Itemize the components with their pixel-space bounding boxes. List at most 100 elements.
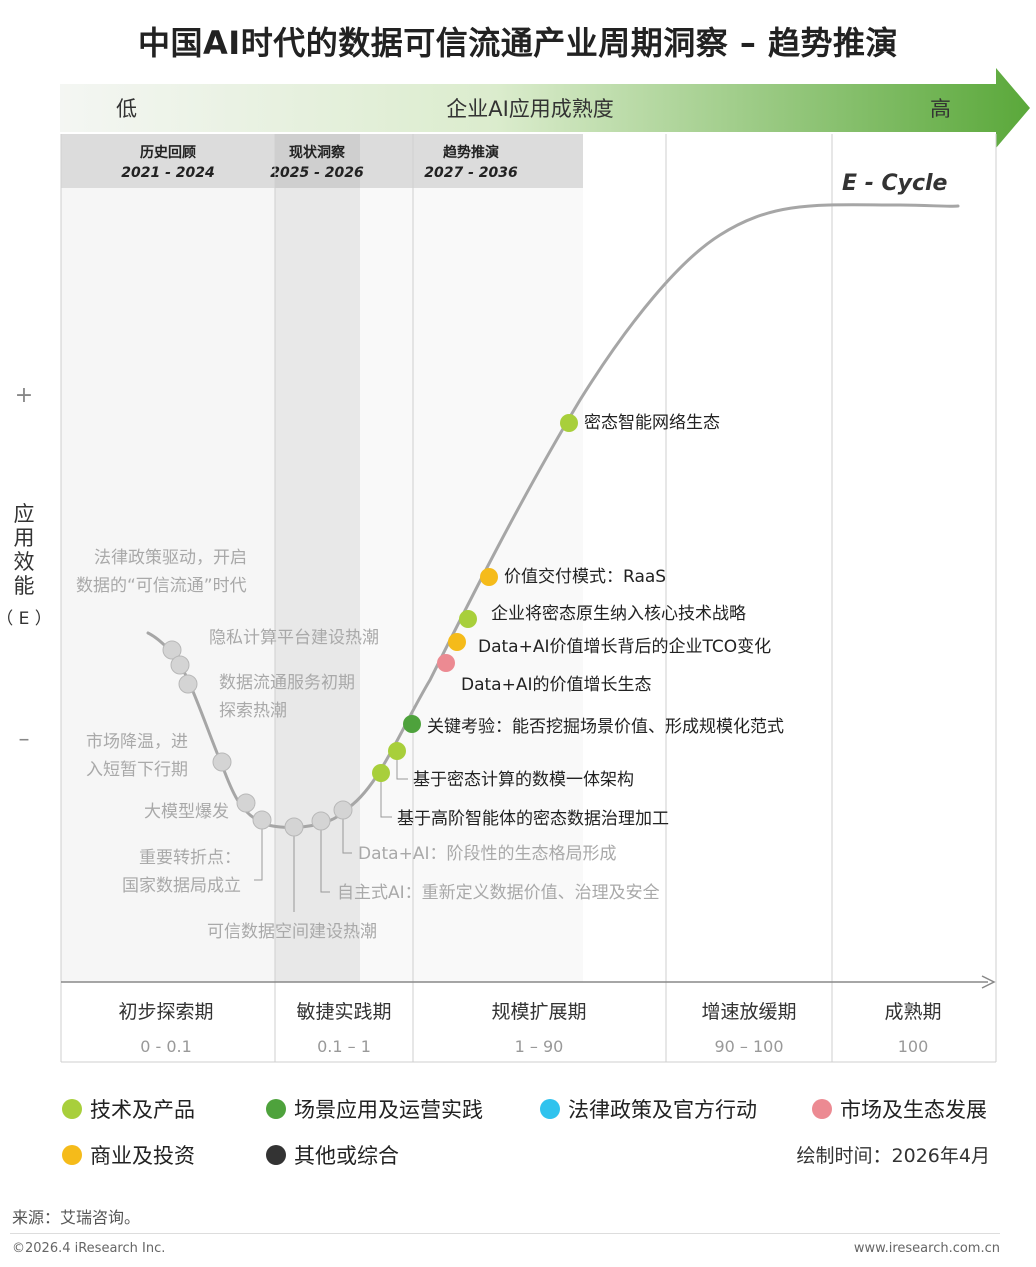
legend-dot-icon <box>540 1099 560 1119</box>
legend-item-tech: 技术及产品 <box>62 1094 195 1124</box>
event-label: 隐私计算平台建设热潮 <box>209 628 379 648</box>
trend-panel <box>360 134 583 982</box>
event-marker <box>333 800 353 820</box>
phase-range: 100 <box>898 1037 929 1056</box>
x-axis-arrowhead <box>981 975 996 989</box>
legend-dot-icon <box>62 1145 82 1165</box>
phase-name: 增速放缓期 <box>701 1001 796 1023</box>
phase-range: 0 - 0.1 <box>140 1037 192 1056</box>
period-header-history <box>61 134 275 188</box>
event-marker <box>252 810 272 830</box>
event-marker <box>560 414 578 432</box>
event-marker <box>388 742 406 760</box>
event-marker <box>437 654 455 672</box>
phase-dividers <box>60 134 997 1063</box>
legend-item-policy: 法律政策及官方行动 <box>540 1094 757 1124</box>
phase-range: 1 – 90 <box>515 1037 564 1056</box>
event-markers <box>162 414 578 837</box>
maturity-low-label: 低 <box>116 97 137 121</box>
phase-name: 敏捷实践期 <box>296 1001 391 1023</box>
event-label: 国家数据局成立 <box>122 876 241 896</box>
event-label: 重要转折点： <box>139 848 241 868</box>
event-marker <box>403 715 421 733</box>
event-label: 市场降温，进 <box>86 732 188 752</box>
period-header-trend <box>360 134 583 188</box>
copyright: ©2026.4 iResearch Inc. <box>12 1241 166 1256</box>
legend-item-scenario: 场景应用及运营实践 <box>266 1094 483 1124</box>
y-axis-label-char: 应 <box>14 502 35 526</box>
y-axis-plus: + <box>15 383 33 408</box>
event-label: 企业将密态原生纳入核心技术战略 <box>491 604 746 624</box>
page-title: 中国AI时代的数据可信流通产业周期洞察 – 趋势推演 <box>138 24 898 62</box>
legend-item-market: 市场及生态发展 <box>812 1094 987 1124</box>
event-label: 自主式AI：重新定义数据价值、治理及安全 <box>337 883 660 903</box>
legend-dot-icon <box>62 1099 82 1119</box>
event-marker <box>170 655 190 675</box>
past-event-labels: 法律政策驱动，开启 数据的“可信流通”时代 隐私计算平台建设热潮 数据流通服务初… <box>76 548 660 942</box>
event-marker <box>480 568 498 586</box>
event-label: Data+AI：阶段性的生态格局形成 <box>358 844 616 864</box>
event-marker <box>162 640 182 660</box>
legend-label: 商业及投资 <box>90 1144 195 1168</box>
current-panel <box>275 134 360 982</box>
event-marker <box>459 610 477 628</box>
y-axis-label-char: 用 <box>14 526 35 550</box>
future-event-labels: 基于高阶智能体的密态数据治理加工 基于密态计算的数模一体架构 关键考验：能否挖掘… <box>397 413 784 829</box>
event-leader-lines <box>254 751 408 912</box>
y-axis-label-char: 效 <box>14 550 35 574</box>
legend-label: 法律政策及官方行动 <box>568 1098 757 1122</box>
event-marker <box>212 752 232 772</box>
e-cycle-curve <box>146 203 960 829</box>
legend-label: 其他或综合 <box>294 1144 399 1168</box>
period-name: 趋势推演 <box>443 144 499 161</box>
maturity-high-label: 高 <box>930 97 951 121</box>
event-label: 可信数据空间建设热潮 <box>207 922 377 942</box>
period-years: 2025 - 2026 <box>270 165 364 181</box>
legend-label: 场景应用及运营实践 <box>294 1098 483 1122</box>
phase-range: 90 – 100 <box>714 1037 783 1056</box>
event-label: 探索热潮 <box>219 701 287 721</box>
y-axis-label-char: 能 <box>14 574 35 598</box>
event-marker <box>372 764 390 782</box>
period-header-current <box>275 134 360 188</box>
period-years: 2027 - 2036 <box>424 165 518 181</box>
website-link[interactable]: www.iresearch.com.cn <box>853 1241 1000 1256</box>
y-axis-label-symbol: （ E ） <box>0 609 52 629</box>
event-label: 数据流通服务初期 <box>219 673 355 693</box>
legend-dot-icon <box>266 1145 286 1165</box>
event-marker <box>284 817 304 837</box>
legend-label: 技术及产品 <box>90 1098 195 1122</box>
event-label: Data+AI价值增长背后的企业TCO变化 <box>478 637 771 657</box>
legend-item-other: 其他或综合 <box>266 1140 399 1170</box>
legend-item-business: 商业及投资 <box>62 1140 195 1170</box>
phase-name: 成熟期 <box>884 1001 941 1023</box>
event-label: 法律政策驱动，开启 <box>94 548 247 568</box>
phase-range: 0.1 – 1 <box>317 1037 371 1056</box>
e-cycle-label: E - Cycle <box>842 171 948 196</box>
event-marker <box>448 633 466 651</box>
event-marker <box>311 811 331 831</box>
event-label: 入短暂下行期 <box>86 760 188 780</box>
history-panel <box>61 134 275 982</box>
event-label: 基于密态计算的数模一体架构 <box>413 770 634 790</box>
event-label: Data+AI的价值增长生态 <box>461 675 651 695</box>
y-axis-minus: – <box>19 727 30 752</box>
event-label: 密态智能网络生态 <box>584 413 720 433</box>
event-label: 关键考验：能否挖掘场景价值、形成规模化范式 <box>427 717 784 737</box>
maturity-axis-label: 企业AI应用成熟度 <box>446 97 614 121</box>
source-note: 来源：艾瑞咨询。 <box>12 1208 141 1227</box>
footer-divider <box>10 1233 1000 1234</box>
legend-label: 市场及生态发展 <box>840 1098 987 1122</box>
legend-dot-icon <box>266 1099 286 1119</box>
draw-date: 绘制时间：2026年4月 <box>796 1145 990 1167</box>
phase-name: 规模扩展期 <box>491 1001 586 1023</box>
period-name: 历史回顾 <box>140 145 196 161</box>
event-label: 价值交付模式：RaaS <box>504 567 666 587</box>
event-marker <box>236 793 256 813</box>
phase-name: 初步探索期 <box>118 1001 213 1023</box>
period-years: 2021 - 2024 <box>121 165 215 181</box>
event-label: 基于高阶智能体的密态数据治理加工 <box>397 809 669 829</box>
period-name: 现状洞察 <box>289 144 346 161</box>
legend-dot-icon <box>812 1099 832 1119</box>
